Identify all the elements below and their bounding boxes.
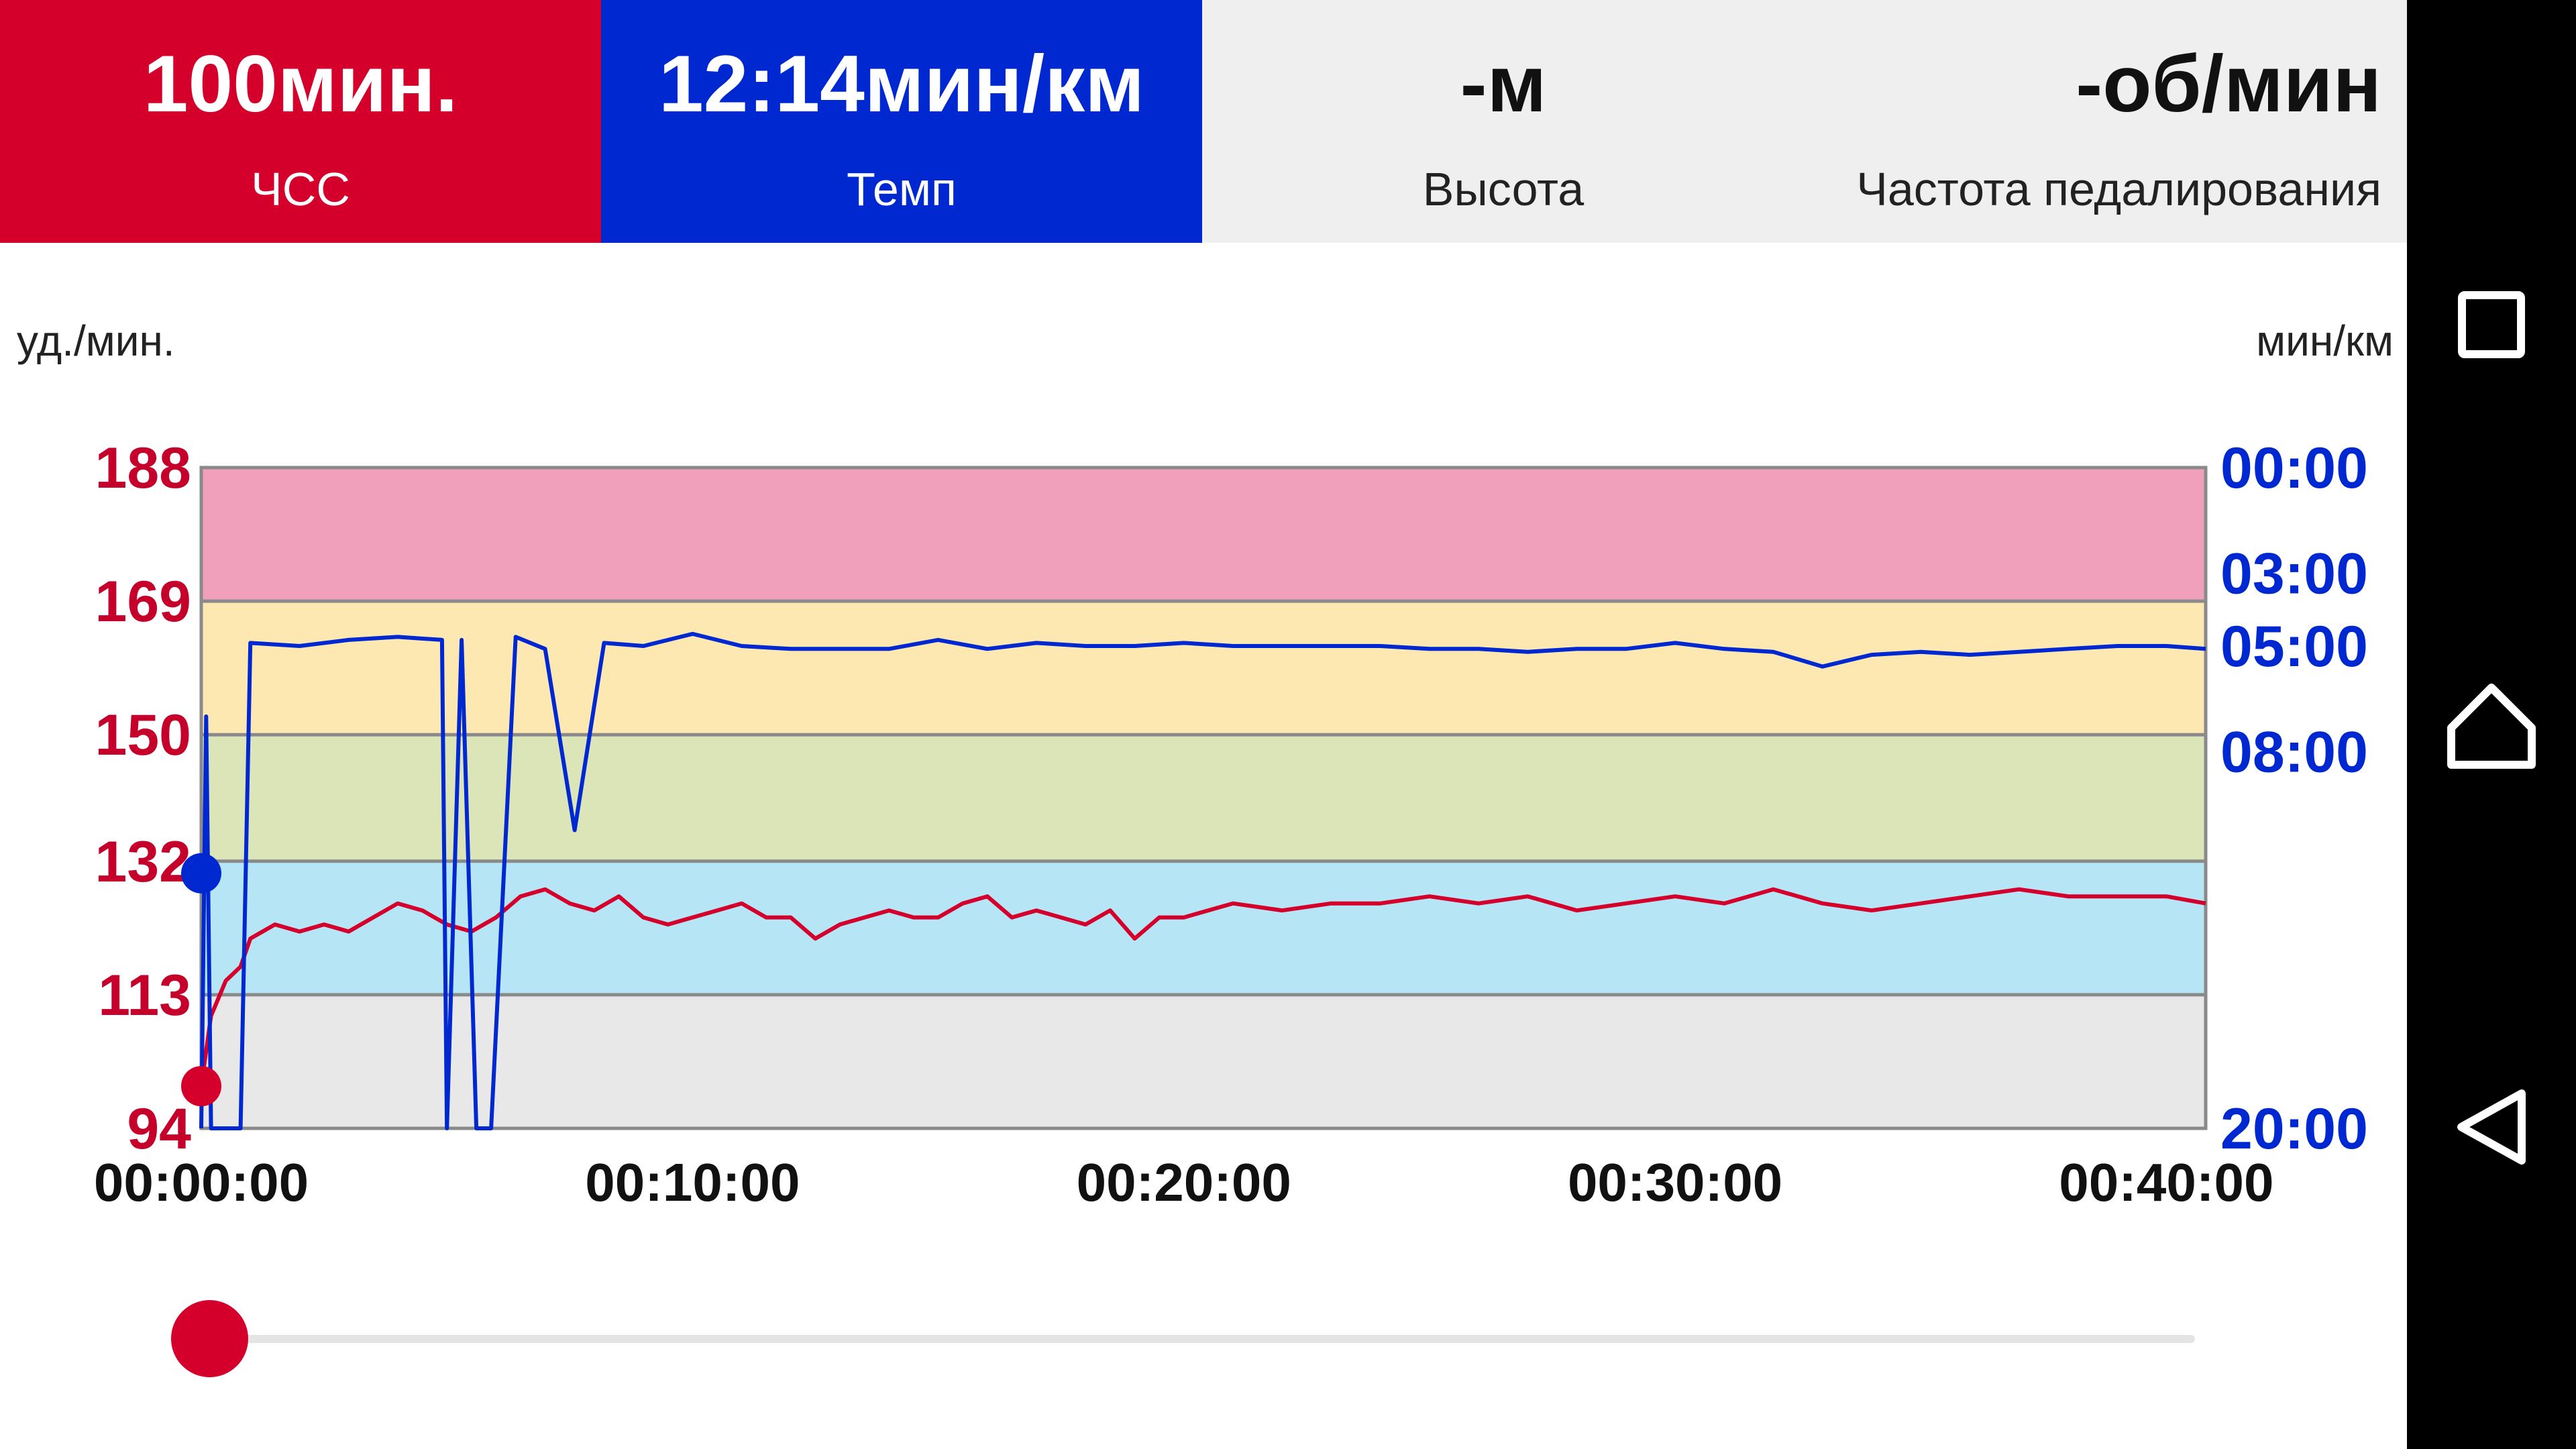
pace-cursor-dot <box>181 853 221 894</box>
cursor-markers <box>181 853 221 1107</box>
recents-button[interactable] <box>2407 244 2576 405</box>
left-tick-label: 132 <box>95 830 192 894</box>
x-tick-label: 00:40:00 <box>2059 1152 2273 1209</box>
hr-zone-5 <box>201 468 2206 602</box>
heart-rate-tile[interactable]: 100мин. ЧСС <box>0 0 601 243</box>
left-tick-label: 94 <box>127 1097 191 1161</box>
pace-label: Темп <box>847 163 957 215</box>
square-icon <box>2458 291 2525 358</box>
right-axis-ticks: 00:00 03:00 05:00 08:00 20:00 <box>2220 436 2368 1161</box>
hr-zone-4 <box>201 601 2206 735</box>
x-tick-label: 00:10:00 <box>585 1152 800 1209</box>
left-tick-label: 188 <box>95 436 192 500</box>
plot-frame <box>199 466 2208 1130</box>
home-icon <box>2447 684 2536 769</box>
x-axis-ticks: 00:00:00 00:10:00 00:20:00 00:30:00 00:40:00 <box>94 1152 2274 1209</box>
zone-grid-lines <box>199 466 2208 1130</box>
timeline-slider-track[interactable] <box>209 1335 2195 1343</box>
hr-series-line <box>199 887 2206 1087</box>
altitude-value: -м <box>1460 39 1547 129</box>
right-tick-label: 05:00 <box>2220 614 2368 679</box>
right-tick-label: 03:00 <box>2220 542 2368 606</box>
altitude-tile[interactable]: -м Высота <box>1202 0 1805 243</box>
hr-cursor-dot <box>181 1066 221 1107</box>
hr-zone-3 <box>201 735 2206 861</box>
left-axis-unit: уд./мин. <box>17 317 175 365</box>
metrics-bar: 100мин. ЧСС 12:14мин/км Темп -м Высота -… <box>0 0 2407 243</box>
right-axis-unit: мин/км <box>2256 317 2394 365</box>
cadence-value: -об/мин <box>2076 39 2381 129</box>
cadence-tile[interactable]: -об/мин Частота педалирования <box>1805 0 2407 243</box>
right-tick-label: 00:00 <box>2220 436 2368 500</box>
system-navigation-bar <box>2407 0 2576 1449</box>
x-tick-label: 00:00:00 <box>94 1152 309 1209</box>
hr-zone-1 <box>201 994 2206 1128</box>
pace-tile[interactable]: 12:14мин/км Темп <box>601 0 1202 243</box>
back-triangle-icon <box>2457 1089 2526 1165</box>
series-layer <box>199 631 2206 1130</box>
timeline-slider-thumb[interactable] <box>171 1300 248 1377</box>
left-axis-ticks: 188 169 150 132 113 94 <box>95 436 192 1161</box>
x-tick-label: 00:20:00 <box>1077 1152 1291 1209</box>
hr-zone-bands <box>201 468 2206 1128</box>
hr-zone-2 <box>201 861 2206 995</box>
right-tick-label: 08:00 <box>2220 720 2368 785</box>
left-tick-label: 150 <box>95 703 192 767</box>
pace-value: 12:14мин/км <box>658 39 1145 129</box>
left-tick-label: 169 <box>95 570 192 634</box>
right-tick-label: 20:00 <box>2220 1097 2368 1161</box>
altitude-label: Высота <box>1422 163 1585 215</box>
back-button[interactable] <box>2407 1046 2576 1208</box>
heart-rate-label: ЧСС <box>251 163 350 215</box>
left-tick-label: 113 <box>98 963 191 1028</box>
home-button[interactable] <box>2407 644 2576 805</box>
pace-series-line <box>199 631 2206 1130</box>
x-tick-label: 00:30:00 <box>1568 1152 1782 1209</box>
cadence-label: Частота педалирования <box>1856 163 2381 215</box>
heart-rate-value: 100мин. <box>143 39 458 129</box>
